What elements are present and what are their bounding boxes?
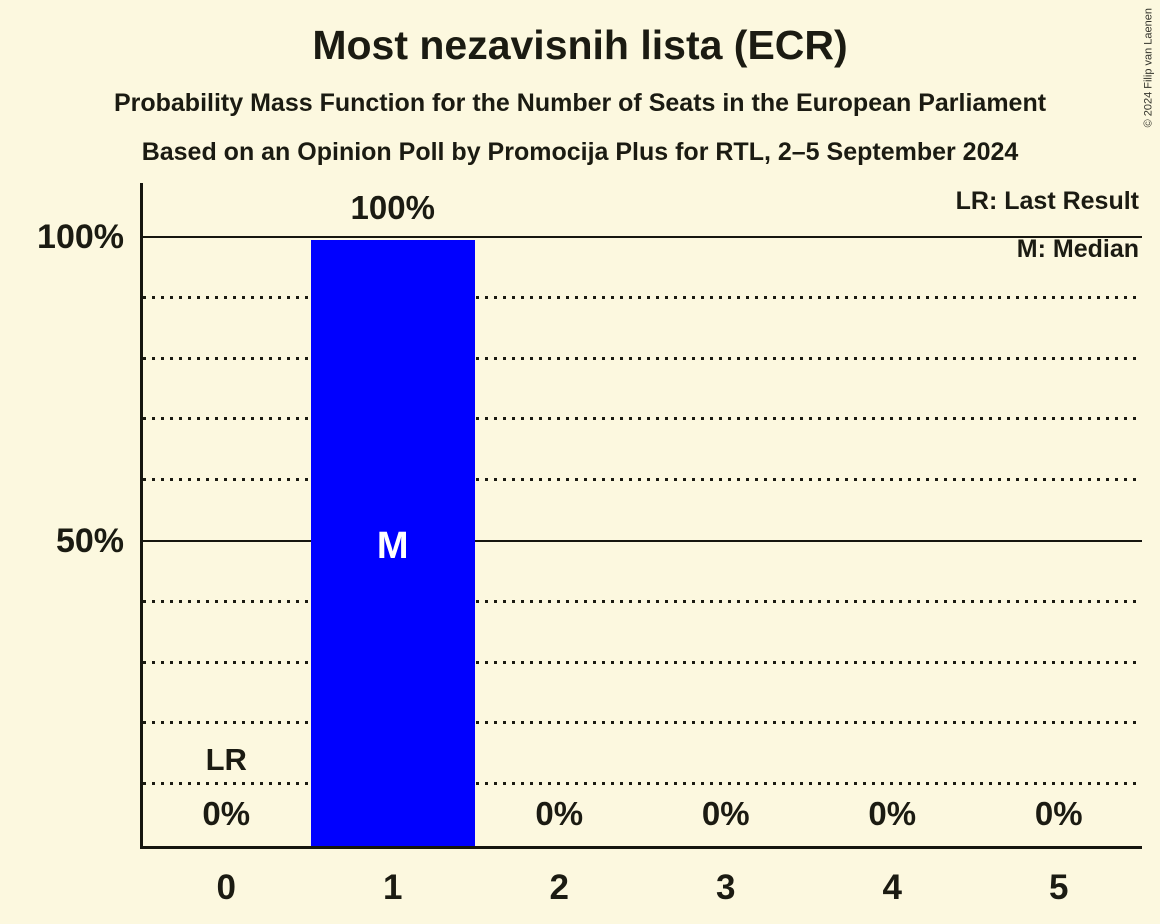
gridline-solid-100 [143, 236, 1142, 238]
x-axis-tick-label-0: 0 [216, 868, 236, 907]
bar-slot-5: 0% [976, 183, 1143, 846]
bar-value-label-4: 0% [868, 795, 917, 832]
bar-value-label-1: 100% [350, 189, 435, 226]
bar-slot-1: 100% M [310, 183, 477, 846]
last-result-marker: LR [205, 742, 247, 777]
bar-value-label-5: 0% [1034, 795, 1083, 832]
x-axis-tick-label-1: 1 [383, 868, 403, 907]
bar-value-label-2: 0% [535, 795, 584, 832]
x-axis-tick-label-4: 4 [882, 868, 902, 907]
y-axis-tick-label-50: 50% [55, 522, 124, 560]
bar-value-label-3: 0% [701, 795, 750, 832]
bar-slot-0: 0% LR [143, 183, 310, 846]
gridline-dotted-20 [143, 721, 1142, 725]
gridline-dotted-80 [143, 356, 1142, 360]
x-axis-tick-labels: 0 1 2 3 4 5 [143, 866, 1142, 910]
bar-value-label-0: 0% [202, 795, 251, 832]
gridline-dotted-60 [143, 478, 1142, 482]
bar-slot-2: 0% [476, 183, 643, 846]
legend-last-result: LR: Last Result [955, 187, 1139, 215]
x-axis-tick-label-3: 3 [716, 868, 736, 907]
y-axis-tick-label-100: 100% [37, 218, 124, 256]
gridline-dotted-70 [143, 417, 1142, 421]
chart-subtitle-source: Based on an Opinion Poll by Promocija Pl… [141, 138, 1019, 166]
gridline-dotted-30 [143, 660, 1142, 664]
gridline-dotted-10 [143, 782, 1142, 786]
x-axis-tick-label-5: 5 [1049, 868, 1069, 907]
bar-slot-4: 0% [809, 183, 976, 846]
gridline-solid-50 [143, 540, 1142, 542]
chart-subtitle-method: Probability Mass Function for the Number… [113, 89, 1047, 117]
chart-legend: LR: Last Result M: Median [956, 177, 1139, 273]
median-marker: M [376, 525, 409, 567]
x-axis-tick-label-2: 2 [549, 868, 569, 907]
legend-median: M: Median [1016, 235, 1139, 263]
chart-title: Most nezavisnih lista (ECR) [312, 22, 848, 68]
bar-slots: 0% LR 100% M 0% 0% 0% 0% [143, 183, 1142, 846]
gridline-dotted-90 [143, 295, 1142, 299]
bar-slot-3: 0% [643, 183, 810, 846]
plot-area: 0% LR 100% M 0% 0% 0% 0% [140, 183, 1142, 849]
gridline-dotted-40 [143, 599, 1142, 603]
bar-seats-1 [310, 240, 475, 846]
